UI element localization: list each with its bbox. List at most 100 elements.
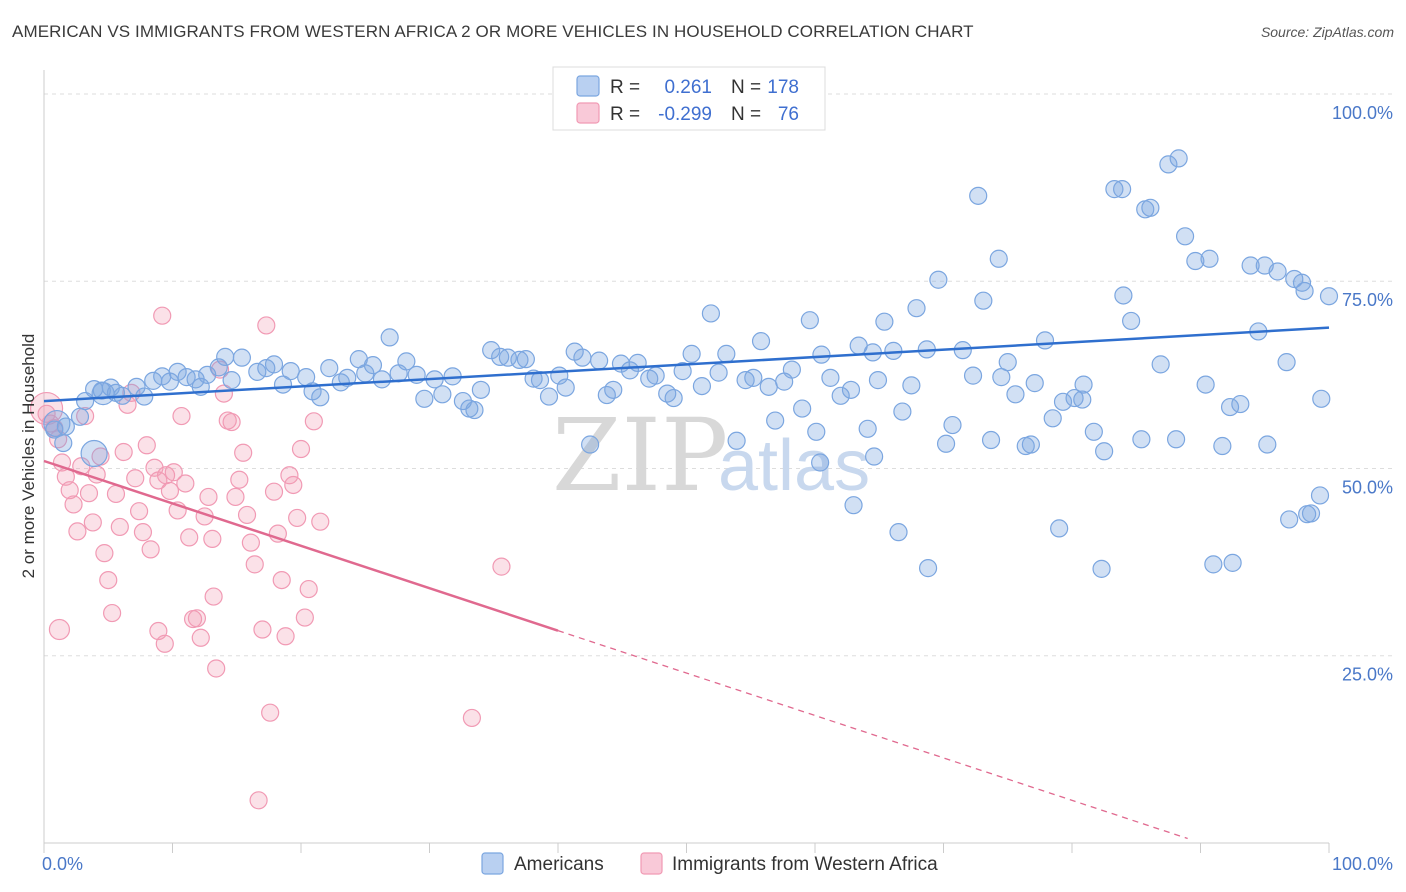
data-point-immigrants	[280, 466, 299, 485]
data-point-americans	[498, 348, 517, 367]
data-point-americans	[1223, 553, 1242, 572]
data-point-immigrants	[48, 618, 71, 641]
data-point-americans	[1298, 505, 1317, 524]
trend-line-immigrants-extrapolated	[557, 630, 1188, 840]
data-point-americans	[918, 559, 938, 578]
legend-swatch-blue	[576, 75, 600, 97]
data-point-immigrants	[180, 528, 199, 547]
data-point-americans	[491, 347, 510, 366]
data-point-americans	[811, 453, 830, 472]
correlation-legend: R = 0.261 N = 178 R = -0.299 N = 76	[552, 66, 826, 131]
data-point-immigrants	[176, 474, 195, 493]
data-point-americans	[1159, 155, 1178, 174]
data-point-americans	[1073, 390, 1092, 409]
data-point-immigrants	[160, 481, 180, 501]
y-tick-label: 50.0%	[1342, 477, 1393, 497]
data-point-americans	[311, 388, 330, 407]
data-point-immigrants	[462, 708, 482, 728]
data-point-americans	[264, 355, 284, 374]
data-point-immigrants	[95, 544, 114, 563]
data-point-americans	[1220, 397, 1240, 417]
data-point-americans	[646, 366, 665, 385]
data-point-americans	[1319, 287, 1339, 306]
data-point-americans	[1200, 249, 1219, 268]
data-point-immigrants	[299, 579, 318, 599]
data-point-americans	[628, 353, 647, 372]
legend-n-label-pink: N =	[731, 104, 761, 125]
y-tick-label: 75.0%	[1342, 290, 1393, 310]
data-point-immigrants	[99, 570, 118, 590]
trend-line-americans	[43, 326, 1330, 403]
data-point-americans	[717, 344, 736, 363]
data-point-americans	[281, 362, 300, 381]
data-point-immigrants	[291, 439, 311, 459]
data-point-immigrants	[264, 482, 284, 501]
data-point-americans	[1258, 435, 1277, 454]
data-point-americans	[1006, 385, 1025, 404]
series-immigrants-western-africa	[29, 306, 511, 810]
data-point-americans	[471, 380, 490, 399]
data-point-americans	[727, 431, 746, 450]
data-point-immigrants	[76, 406, 95, 426]
series-legend: Americans Immigrants from Western Africa	[481, 852, 938, 875]
data-point-americans	[1166, 430, 1186, 449]
data-point-immigrants	[37, 404, 56, 423]
data-point-immigrants	[249, 791, 268, 810]
legend-n-value-pink: 76	[778, 104, 799, 125]
data-point-americans	[1241, 256, 1260, 275]
data-point-americans	[1280, 510, 1299, 529]
data-point-immigrants	[226, 487, 245, 507]
data-point-immigrants	[203, 529, 222, 548]
data-point-immigrants	[234, 443, 253, 462]
legend-r-label-blue: R =	[610, 77, 640, 98]
bottom-legend-swatch-americans	[481, 852, 504, 875]
data-point-americans	[701, 304, 721, 323]
data-point-immigrants	[257, 316, 276, 335]
axes	[43, 70, 1330, 853]
data-point-americans	[80, 439, 108, 468]
data-point-immigrants	[110, 517, 129, 537]
data-point-americans	[1050, 519, 1069, 538]
data-point-americans	[465, 400, 484, 420]
data-point-americans	[943, 415, 962, 435]
data-point-americans	[1213, 436, 1232, 456]
data-point-americans	[573, 348, 592, 367]
data-point-americans	[981, 430, 1001, 450]
data-point-immigrants	[155, 634, 174, 653]
chart-source: Source: ZipAtlas.com	[1260, 24, 1394, 40]
data-point-americans	[865, 447, 884, 466]
data-point-immigrants	[222, 412, 241, 432]
data-point-americans	[415, 389, 434, 408]
data-point-americans	[539, 387, 559, 406]
data-point-americans	[989, 249, 1008, 268]
data-point-americans	[1175, 227, 1195, 246]
legend-n-value-blue: 178	[767, 77, 799, 98]
data-point-americans	[1095, 442, 1114, 461]
data-point-americans	[397, 352, 416, 371]
data-point-immigrants	[64, 495, 83, 514]
data-point-immigrants	[164, 463, 183, 482]
data-point-immigrants	[79, 484, 99, 503]
data-point-americans	[858, 419, 877, 438]
watermark: ZIP atlas	[552, 397, 870, 514]
series-americans	[43, 149, 1339, 578]
data-point-americans	[766, 411, 785, 430]
data-point-immigrants	[261, 703, 280, 722]
data-point-americans	[1231, 394, 1250, 414]
data-point-immigrants	[304, 412, 323, 431]
data-point-americans	[91, 381, 115, 406]
data-point-americans	[868, 371, 888, 390]
data-point-immigrants	[311, 512, 330, 531]
trend-lines	[43, 326, 1330, 840]
data-point-americans	[590, 351, 609, 370]
data-point-americans	[812, 345, 831, 364]
data-point-americans	[1312, 389, 1331, 408]
data-point-americans	[709, 363, 728, 382]
data-point-immigrants	[295, 608, 314, 627]
data-point-americans	[222, 371, 241, 390]
data-point-americans	[216, 347, 235, 366]
data-point-immigrants	[153, 306, 172, 325]
data-point-americans	[320, 359, 339, 378]
data-point-immigrants	[137, 436, 156, 455]
data-point-americans	[907, 299, 926, 318]
